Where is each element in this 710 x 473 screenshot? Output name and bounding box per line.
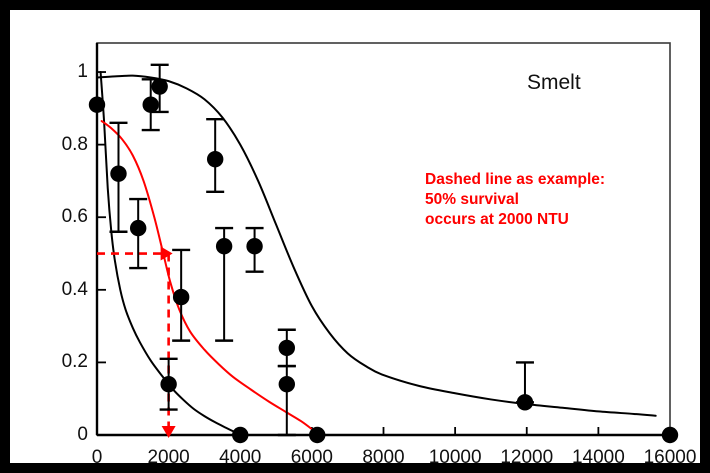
data-point[interactable] (246, 238, 263, 255)
x-tick-label-10000: 10000 (428, 447, 482, 468)
data-point[interactable] (661, 426, 679, 444)
data-point[interactable] (278, 375, 296, 393)
data-point[interactable] (215, 238, 233, 255)
x-tick-label-14000: 14000 (571, 447, 625, 468)
data-point[interactable] (151, 78, 168, 95)
data-point[interactable] (129, 219, 147, 237)
y-tick-label-1: 1 (77, 61, 88, 83)
x-tick-label-2000: 2000 (147, 447, 190, 468)
x-tick-label-4000: 4000 (219, 447, 262, 468)
data-point[interactable] (278, 339, 296, 357)
data-point[interactable] (206, 150, 224, 168)
annotation-text-block: Dashed line as example: 50% survival occ… (425, 170, 605, 230)
plot-layer (88, 42, 679, 444)
data-point[interactable] (232, 426, 249, 444)
annotation-line-2: 50% survival (425, 191, 519, 208)
series-label-smelt: Smelt (527, 71, 581, 94)
data-point[interactable] (516, 394, 534, 411)
x-tick-label-6000: 6000 (290, 447, 334, 468)
data-point[interactable] (309, 426, 326, 444)
y-tick-label-0: 0 (77, 424, 88, 445)
x-tick-label-12000: 12000 (500, 447, 554, 468)
data-point[interactable] (88, 96, 106, 113)
x-tick-label-16000: 16000 (643, 447, 697, 468)
y-tick-label-0_2: 0.2 (61, 351, 88, 373)
y-tick-label-0_6: 0.6 (61, 206, 88, 228)
data-point[interactable] (110, 165, 127, 182)
annotation-line-1: Dashed line as example: (425, 171, 606, 188)
y-tick-label-0_8: 0.8 (61, 133, 88, 155)
data-point[interactable] (142, 96, 159, 113)
x-tick-label-0: 0 (91, 447, 103, 468)
annotation-line-3: occurs at 2000 NTU (425, 211, 569, 228)
annotation-arrowhead-horizontal (160, 246, 173, 261)
y-tick-label-0_4: 0.4 (61, 278, 88, 300)
data-point[interactable] (160, 375, 177, 393)
plot-frame (96, 42, 671, 436)
x-tick-label-8000: 8000 (362, 447, 405, 468)
annotation-arrowhead-vertical (161, 426, 176, 438)
data-point[interactable] (172, 288, 190, 306)
